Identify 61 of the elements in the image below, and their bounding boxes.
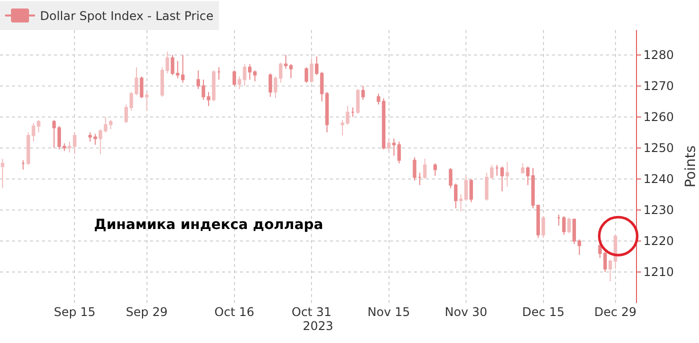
candlestick xyxy=(36,119,40,133)
y-tick-label: 1220 xyxy=(643,234,674,248)
candlestick xyxy=(520,162,524,174)
candlestick xyxy=(242,64,246,86)
candlestick xyxy=(423,158,427,180)
x-axis-title: 2023 xyxy=(302,319,334,333)
candlestick xyxy=(469,178,473,203)
x-tick-label: Dec 29 xyxy=(594,305,637,319)
candlestick xyxy=(325,92,329,133)
candlestick xyxy=(464,175,468,202)
candlestick xyxy=(346,106,350,126)
candlestick xyxy=(238,76,242,90)
x-tick-label: Oct 31 xyxy=(292,305,332,319)
candlestick xyxy=(562,216,566,236)
y-tick-label: 1230 xyxy=(643,203,674,218)
x-tick-label: Nov 15 xyxy=(368,305,410,319)
candlestick xyxy=(340,119,344,136)
annotation: Динамика индекса доллара xyxy=(94,217,324,233)
candlestick xyxy=(603,251,607,272)
candlestick xyxy=(505,161,510,188)
x-tick-label: Nov 30 xyxy=(444,305,488,319)
candlestick xyxy=(459,194,463,212)
candlestick xyxy=(598,244,602,259)
candlestick xyxy=(140,76,144,99)
candlestick xyxy=(217,66,221,80)
candlestick xyxy=(556,214,561,226)
x-tick-label: Oct 16 xyxy=(214,305,254,319)
candlestick xyxy=(356,88,360,114)
legend-label: Dollar Spot Index - Last Price xyxy=(40,9,214,24)
y-tick-label: 1280 xyxy=(643,48,674,62)
y-axis-title: Points xyxy=(683,145,699,188)
candlestick xyxy=(542,216,546,238)
candlestick xyxy=(418,172,422,186)
x-tick-label: Sep 15 xyxy=(54,305,96,319)
y-tick-label: 1240 xyxy=(643,172,674,186)
candlestick xyxy=(392,138,396,156)
candlestick xyxy=(567,217,571,234)
candlestick xyxy=(351,107,355,118)
candlestick xyxy=(433,162,437,176)
candlestick xyxy=(268,72,272,98)
y-tick-label: 1260 xyxy=(643,110,674,124)
candlestick xyxy=(206,92,210,107)
candlestick xyxy=(397,141,401,164)
candlestick xyxy=(500,166,504,192)
candlestick xyxy=(145,92,149,112)
y-tick-label: 1210 xyxy=(643,265,674,280)
candlestick xyxy=(412,156,416,181)
candlestick xyxy=(0,158,4,189)
candlestick xyxy=(387,138,391,152)
candlestick xyxy=(310,57,314,84)
candlestick xyxy=(212,70,216,102)
y-tick-label: 1250 xyxy=(643,141,674,156)
candlestick xyxy=(98,128,102,155)
candlestick xyxy=(304,66,308,84)
candlestick xyxy=(495,164,499,176)
x-tick-label: Sep 29 xyxy=(126,305,168,319)
candlestick xyxy=(361,85,365,100)
candlestick xyxy=(232,70,236,86)
candlestick xyxy=(21,160,25,170)
x-tick-label: Dec 15 xyxy=(522,305,564,319)
y-tick-label: 1270 xyxy=(643,79,674,94)
